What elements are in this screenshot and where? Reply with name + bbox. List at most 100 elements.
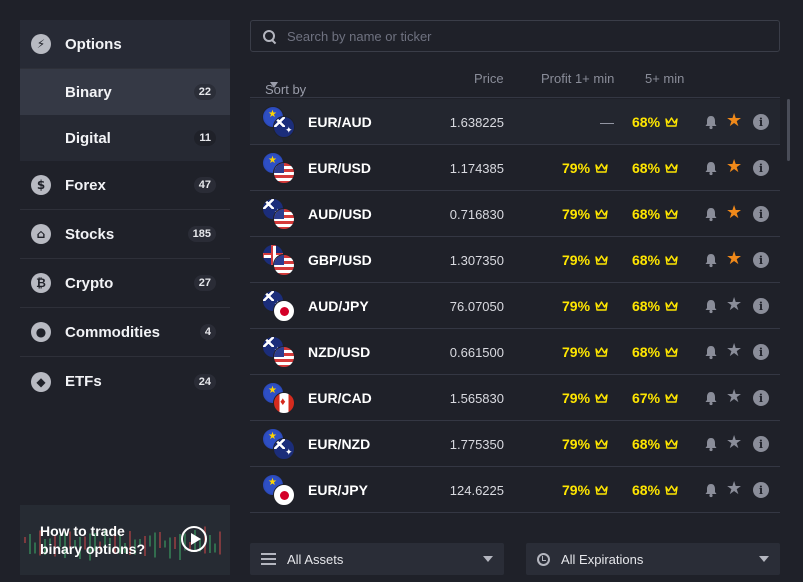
profit-1min-value: 79% xyxy=(562,436,591,452)
favorite-star-icon[interactable]: ★ xyxy=(726,340,743,361)
profit-5min-value: 68% xyxy=(632,436,661,452)
info-icon[interactable]: i xyxy=(753,160,769,176)
table-row[interactable]: EUR/USD 1.174385 79% 68% ★ i xyxy=(250,145,780,191)
favorite-star-icon[interactable]: ★ xyxy=(726,478,743,499)
bell-icon[interactable] xyxy=(703,114,719,130)
category-options[interactable]: ⚡ Options xyxy=(20,20,230,69)
info-icon[interactable]: i xyxy=(753,114,769,130)
asset-pair-name: AUD/JPY xyxy=(308,298,369,314)
bell-icon[interactable] xyxy=(703,160,719,176)
table-row[interactable]: AUD/USD 0.716830 79% 68% ★ i xyxy=(250,191,780,237)
subcategory-digital-label: Digital xyxy=(65,129,111,147)
table-row[interactable]: EUR/CAD 1.565830 79% 67% ★ i xyxy=(250,375,780,421)
thumbnail-candle xyxy=(79,537,81,559)
bell-icon[interactable] xyxy=(703,344,719,360)
flag-jp-icon xyxy=(273,484,295,506)
thumbnail-candle xyxy=(84,536,86,550)
asset-search-box[interactable] xyxy=(250,20,780,52)
asset-price: 1.307350 xyxy=(449,253,504,268)
thumbnail-candle xyxy=(104,529,106,553)
thumbnail-candle xyxy=(49,538,51,546)
info-icon[interactable]: i xyxy=(753,390,769,406)
category-forex[interactable]: $ Forex 47 xyxy=(20,161,230,210)
table-scrollbar[interactable] xyxy=(787,99,790,161)
category-stocks[interactable]: ⌂ Stocks 185 xyxy=(20,210,230,259)
thumbnail-candle xyxy=(119,534,121,554)
assets-filter-dropdown[interactable]: All Assets xyxy=(250,543,504,575)
play-icon[interactable] xyxy=(181,526,207,552)
crown-icon xyxy=(595,439,608,449)
subcategory-binary[interactable]: Binary 22 xyxy=(20,69,230,115)
thumbnail-candle xyxy=(59,535,61,547)
asset-price: 76.07050 xyxy=(449,299,504,314)
favorite-star-icon[interactable]: ★ xyxy=(726,432,743,453)
favorite-star-icon[interactable]: ★ xyxy=(726,248,743,269)
table-row[interactable]: EUR/NZD 1.775350 79% 68% ★ i xyxy=(250,421,780,467)
profit-1min: 79% xyxy=(562,206,608,222)
bell-icon[interactable] xyxy=(703,252,719,268)
currency-flags xyxy=(262,152,298,184)
asset-pair-name: NZD/USD xyxy=(308,344,371,360)
info-icon[interactable]: i xyxy=(753,482,769,498)
crown-icon xyxy=(595,163,608,173)
favorite-star-icon[interactable]: ★ xyxy=(726,294,743,315)
asset-price: 1.174385 xyxy=(449,161,504,176)
expirations-filter-dropdown[interactable]: All Expirations xyxy=(526,543,780,575)
table-row[interactable]: NZD/USD 0.661500 79% 68% ★ i xyxy=(250,329,780,375)
category-crypto[interactable]: ₿ Crypto 27 xyxy=(20,259,230,308)
info-icon[interactable]: i xyxy=(753,206,769,222)
category-label: Forex xyxy=(65,176,106,194)
expirations-filter-label: All Expirations xyxy=(561,551,644,567)
asset-price: 1.775350 xyxy=(449,437,504,452)
favorite-star-icon[interactable]: ★ xyxy=(726,386,743,407)
table-row[interactable]: EUR/JPY 124.6225 79% 68% ★ i xyxy=(250,467,780,513)
category-commodities[interactable]: ● Commodities 4 xyxy=(20,308,230,357)
search-input[interactable] xyxy=(287,28,757,44)
profit-1min-value: 79% xyxy=(562,298,591,314)
how-to-trade-video[interactable]: How to trade binary options? xyxy=(20,505,230,575)
chevron-down-icon xyxy=(483,556,493,562)
thumbnail-candle xyxy=(159,532,161,548)
favorite-star-icon[interactable]: ★ xyxy=(726,156,743,177)
info-icon[interactable]: i xyxy=(753,298,769,314)
info-icon[interactable]: i xyxy=(753,344,769,360)
thumbnail-candle xyxy=(134,539,136,555)
favorite-star-icon[interactable]: ★ xyxy=(726,110,743,131)
thumbnail-candle xyxy=(94,533,96,551)
currency-flags xyxy=(262,428,298,460)
bell-icon[interactable] xyxy=(703,436,719,452)
asset-pair-name: EUR/CAD xyxy=(308,390,372,406)
table-row[interactable]: AUD/JPY 76.07050 79% 68% ★ i xyxy=(250,283,780,329)
profit-5min-value: 68% xyxy=(632,114,661,130)
info-icon[interactable]: i xyxy=(753,252,769,268)
info-icon[interactable]: i xyxy=(753,436,769,452)
category-label: Stocks xyxy=(65,225,115,243)
crown-icon xyxy=(665,209,678,219)
profit-1min: 79% xyxy=(562,482,608,498)
asset-pair-name: AUD/USD xyxy=(308,206,372,222)
category-etfs[interactable]: ◆ ETFs 24 xyxy=(20,357,230,406)
crown-icon xyxy=(595,347,608,357)
profit-5min: 68% xyxy=(632,482,678,498)
thumbnail-candle xyxy=(169,537,171,559)
thumbnail-candle xyxy=(34,542,36,554)
table-row[interactable]: EUR/AUD 1.638225 — 68% ★ i xyxy=(250,99,780,145)
profit-1min: 79% xyxy=(562,298,608,314)
category-options-label: Options xyxy=(65,35,122,53)
thumbnail-candle xyxy=(139,539,141,545)
profit-5min: 68% xyxy=(632,114,678,130)
bell-icon[interactable] xyxy=(703,298,719,314)
profit-1min-value: 79% xyxy=(562,390,591,406)
bell-icon[interactable] xyxy=(703,390,719,406)
bell-icon[interactable] xyxy=(703,206,719,222)
crown-icon xyxy=(595,301,608,311)
favorite-star-icon[interactable]: ★ xyxy=(726,202,743,223)
flag-us-icon xyxy=(273,162,295,184)
table-row[interactable]: GBP/USD 1.307350 79% 68% ★ i xyxy=(250,237,780,283)
subcategory-digital-count: 11 xyxy=(194,130,216,146)
subcategory-digital[interactable]: Digital 11 xyxy=(20,115,230,161)
header-profit-1min: Profit 1+ min xyxy=(541,71,615,86)
bell-icon[interactable] xyxy=(703,482,719,498)
profit-1min: — xyxy=(600,114,614,130)
thumbnail-candle xyxy=(114,526,116,554)
